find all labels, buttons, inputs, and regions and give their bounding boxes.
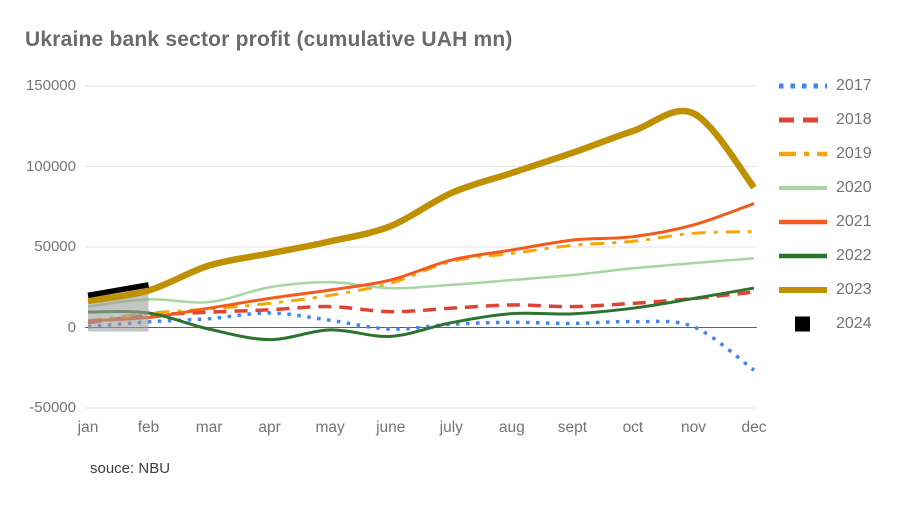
legend-item-2018[interactable]: 2018 xyxy=(778,103,896,137)
legend-label: 2022 xyxy=(836,247,872,264)
x-tick-label-may: may xyxy=(315,419,345,436)
x-tick-label-july: july xyxy=(439,419,463,436)
legend-swatch-2018 xyxy=(779,117,827,123)
legend-item-2020[interactable]: 2020 xyxy=(778,171,896,205)
legend-label: 2023 xyxy=(836,281,872,298)
x-tick-label-jan: jan xyxy=(77,419,99,436)
legend-item-2023[interactable]: 2023 xyxy=(778,273,896,307)
x-tick-label-oct: oct xyxy=(622,419,644,436)
legend-item-2017[interactable]: 2017 xyxy=(778,69,896,103)
series-line-2018 xyxy=(87,290,755,325)
x-tick-label-nov: nov xyxy=(680,419,706,436)
x-tick-label-sept: sept xyxy=(557,419,588,436)
legend-swatch-2019 xyxy=(779,151,827,157)
legend-swatch-2022 xyxy=(779,253,827,259)
legend-swatch-2017 xyxy=(779,83,827,89)
x-tick-label-mar: mar xyxy=(195,419,223,436)
legend-swatch-2020 xyxy=(779,186,827,190)
x-tick-label-aug: aug xyxy=(498,419,525,436)
legend-label: 2020 xyxy=(836,179,872,196)
legend-label: 2017 xyxy=(836,77,872,94)
chart-title: Ukraine bank sector profit (cumulative U… xyxy=(25,28,513,51)
legend-swatch-2021 xyxy=(779,219,827,225)
legend-item-2022[interactable]: 2022 xyxy=(778,239,896,273)
x-tick-label-feb: feb xyxy=(137,419,160,436)
y-tick-label: 100000 xyxy=(25,157,76,175)
source-note: souce: NBU xyxy=(90,460,171,477)
legend-item-2021[interactable]: 2021 xyxy=(778,205,896,239)
legend-label: 2024 xyxy=(836,315,872,332)
series-line-2022 xyxy=(87,286,755,342)
series-line-2024 xyxy=(87,282,150,299)
legend-label: 2021 xyxy=(836,213,872,230)
legend-swatch-2024 xyxy=(795,316,810,332)
series-line-2019 xyxy=(87,230,755,323)
x-tick-label-dec: dec xyxy=(741,419,767,436)
series-line-2017 xyxy=(87,311,756,372)
y-tick-label: 0 xyxy=(67,318,76,336)
square-marker-icon xyxy=(795,316,810,332)
y-tick-label: -50000 xyxy=(29,399,76,416)
y-tick-label: 150000 xyxy=(25,77,76,94)
x-tick-label-apr: apr xyxy=(258,419,281,436)
legend: 2017 2018 2019 2020 2021 2022 2023 2024 xyxy=(778,69,896,341)
series-line-2021 xyxy=(87,202,755,323)
legend-label: 2019 xyxy=(836,145,872,162)
legend-item-2024[interactable]: 2024 xyxy=(778,307,896,341)
legend-label: 2018 xyxy=(836,111,872,128)
legend-item-2019[interactable]: 2019 xyxy=(778,137,896,171)
series-line-2023 xyxy=(87,107,757,305)
legend-swatch-2023 xyxy=(779,287,827,293)
x-tick-label-june: june xyxy=(376,419,406,436)
series-line-2020 xyxy=(87,257,755,308)
y-tick-label: 50000 xyxy=(34,238,76,255)
